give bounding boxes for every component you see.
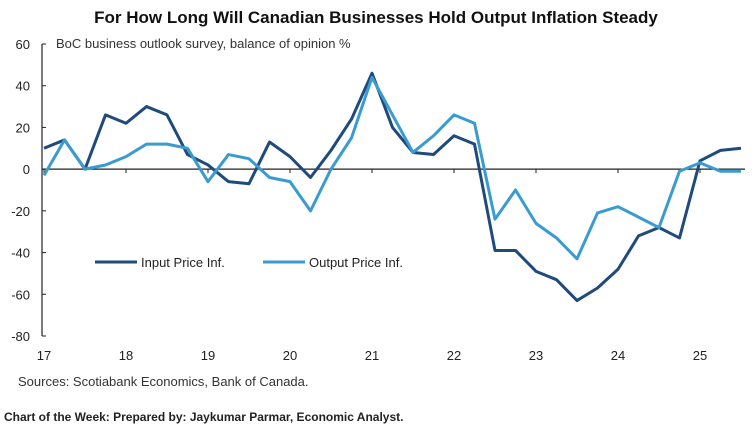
x-tick-label: 21 <box>365 348 379 363</box>
legend-label: Output Price Inf. <box>309 255 403 270</box>
x-tick-label: 23 <box>529 348 543 363</box>
chart-title: For How Long Will Canadian Businesses Ho… <box>94 8 658 27</box>
x-tick-label: 20 <box>283 348 297 363</box>
x-tick-label: 19 <box>201 348 215 363</box>
y-tick-label: 40 <box>16 79 30 94</box>
sources-note: Sources: Scotiabank Economics, Bank of C… <box>18 374 309 389</box>
y-tick-label: 20 <box>16 120 30 135</box>
series-line-input <box>43 71 742 303</box>
x-tick-label: 18 <box>119 348 133 363</box>
y-tick-label: 0 <box>23 162 30 177</box>
legend-label: Input Price Inf. <box>141 255 225 270</box>
y-tick-label: -80 <box>11 329 30 344</box>
y-tick-label: -40 <box>11 246 30 261</box>
series-line-output <box>42 75 741 261</box>
y-tick-label: -60 <box>11 287 30 302</box>
x-tick-label: 22 <box>447 348 461 363</box>
chart-subtitle: BoC business outlook survey, balance of … <box>56 36 351 51</box>
x-tick-label: 25 <box>693 348 707 363</box>
y-tick-label: 60 <box>16 37 30 52</box>
y-tick-label: -20 <box>11 204 30 219</box>
footer-credit: Chart of the Week: Prepared by: Jaykumar… <box>4 410 404 424</box>
x-tick-label: 17 <box>37 348 51 363</box>
x-tick-label: 24 <box>611 348 625 363</box>
